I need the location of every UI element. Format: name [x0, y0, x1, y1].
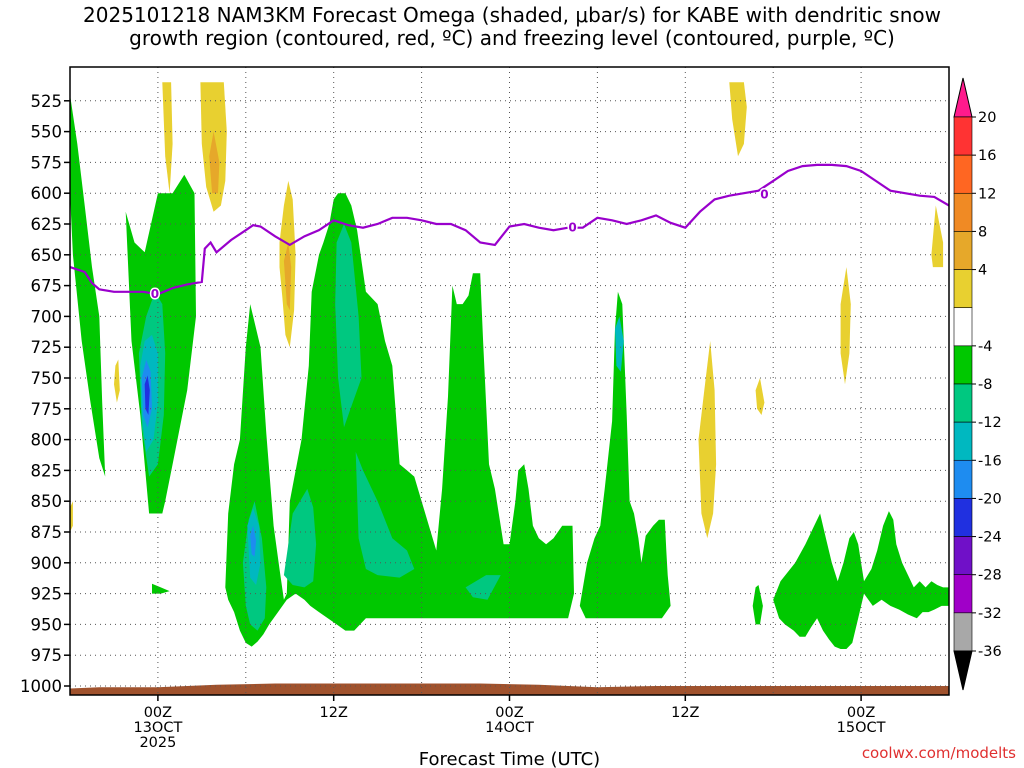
colorbar-swatch — [953, 307, 973, 347]
omega-region-neg4-3 — [579, 291, 671, 619]
y-tick-label: 750 — [31, 369, 63, 388]
colorbar-label: 16 — [978, 148, 996, 164]
y-tick-label: 825 — [31, 461, 63, 480]
colorbar-label: 20 — [978, 110, 996, 126]
omega-region-4-0 — [162, 82, 173, 194]
y-tick-label: 575 — [31, 153, 63, 172]
colorbar-label: -28 — [978, 568, 1002, 584]
chart-title-line-2: growth region (contoured, red, ºC) and f… — [129, 26, 895, 50]
colorbar-swatch — [953, 498, 973, 537]
freezing-level-label: 0 — [151, 287, 159, 301]
colorbar-swatch — [953, 231, 973, 270]
freezing-level-label: 0 — [760, 187, 768, 201]
surface-terrain-layer — [70, 683, 949, 695]
y-tick-label: 525 — [31, 92, 63, 111]
omega-region-neg8-3 — [335, 224, 362, 428]
x-tick-label: 12Z — [320, 705, 348, 721]
omega-region-neg8-2 — [283, 488, 317, 588]
freezing-level-label: 0 — [568, 221, 576, 235]
colorbar-label: 12 — [978, 186, 996, 202]
y-tick-label: 975 — [31, 646, 63, 665]
omega-region-4-7 — [729, 82, 747, 157]
omega-region-4-4 — [840, 267, 851, 385]
omega-region-neg4-2 — [225, 193, 575, 647]
y-tick-label: 900 — [31, 554, 63, 573]
colorbar-swatch — [953, 574, 973, 614]
colorbar-label: -24 — [978, 530, 1002, 546]
freezing-level-line — [70, 163, 949, 296]
y-tick-label: 925 — [31, 585, 63, 604]
colorbar-label: -36 — [978, 644, 1002, 660]
y-tick-label: 700 — [31, 307, 63, 326]
omega-region-4-6 — [931, 205, 944, 268]
y-tick-label: 850 — [31, 492, 63, 511]
colorbar-swatch — [953, 459, 973, 499]
colorbar-swatch — [953, 154, 973, 194]
colorbar-label: -4 — [978, 339, 992, 355]
y-tick-label: 550 — [31, 123, 63, 142]
colorbar-label: 8 — [978, 224, 987, 240]
y-tick-label: 600 — [31, 184, 63, 203]
omega-region-neg4-5 — [773, 511, 949, 649]
omega-region-neg4-4 — [752, 585, 763, 625]
colorbar-label: -20 — [978, 491, 1002, 507]
x-tick-label: 00Z — [144, 705, 172, 721]
y-tick-label: 1000 — [20, 677, 62, 696]
y-tick-label: 725 — [31, 338, 63, 357]
colorbar-top-arrow — [953, 77, 973, 118]
x-tick-label: 14OCT — [485, 720, 534, 736]
colorbar-swatch — [953, 612, 973, 652]
x-tick-label: 00Z — [847, 705, 875, 721]
omega-shaded-layer — [70, 82, 949, 649]
colorbar-swatch — [953, 536, 973, 576]
colorbar-label: -32 — [978, 606, 1002, 622]
omega-region-neg16-1 — [250, 525, 257, 557]
omega-region-4-3 — [698, 341, 717, 539]
omega-region-neg8-5 — [465, 575, 501, 600]
colorbar-swatch — [953, 421, 973, 461]
omega-region-neg4-0 — [70, 94, 106, 477]
y-tick-label: 800 — [31, 431, 63, 450]
omega-region-neg20-0 — [144, 375, 150, 415]
colorbar-swatch — [953, 383, 973, 423]
x-tick-label: 12Z — [671, 705, 699, 721]
axis-layer: 525 550 575 600 625 650 675 700 725 750 775 800 825 8… — [20, 66, 950, 768]
x-tick-label: 15OCT — [837, 720, 886, 736]
omega-region-4-5 — [755, 378, 765, 415]
x-tick-label: 00Z — [495, 705, 523, 721]
chart-title: 2025101218 NAM3KM Forecast Omega (shaded… — [0, 4, 1024, 50]
colorbar-bottom-arrow — [953, 650, 973, 691]
omega-region-neg4-6 — [152, 583, 170, 594]
chart-title-line-1: 2025101218 NAM3KM Forecast Omega (shaded… — [83, 3, 941, 27]
colorbar-swatch — [953, 116, 973, 156]
freezing-level-layer: 0 0 0 — [70, 163, 949, 303]
x-tick-label: 2025 — [139, 735, 176, 751]
omega-region-neg12-2 — [615, 316, 624, 372]
y-tick-label: 950 — [31, 615, 63, 634]
surface-terrain — [70, 683, 949, 695]
x-axis-title: Forecast Time (UTC) — [419, 749, 600, 768]
colorbar-swatch — [953, 345, 973, 385]
watermark-credit: coolwx.com/modelts — [861, 744, 1016, 762]
colorbar-label: -8 — [978, 377, 992, 393]
omega-region-neg8-4 — [355, 451, 415, 578]
colorbar-label: -16 — [978, 453, 1002, 469]
colorbar-swatch — [953, 269, 973, 309]
x-tick-label: 13OCT — [133, 720, 182, 736]
colorbar: 20 16 12 8 4 -4 -8 -12 -16 -20 -24 -28 -32 -36 — [953, 77, 1002, 691]
colorbar-label: 4 — [978, 263, 987, 279]
y-tick-label: 875 — [31, 523, 63, 542]
y-tick-label: 650 — [31, 246, 63, 265]
y-tick-label: 675 — [31, 277, 63, 296]
omega-region-8-0 — [209, 131, 220, 194]
colorbar-swatch — [953, 192, 973, 232]
omega-region-8-1 — [283, 242, 292, 311]
colorbar-label: -12 — [978, 415, 1002, 431]
y-tick-label: 625 — [31, 215, 63, 234]
omega-region-4-8 — [114, 359, 120, 403]
y-tick-label: 775 — [31, 400, 63, 419]
